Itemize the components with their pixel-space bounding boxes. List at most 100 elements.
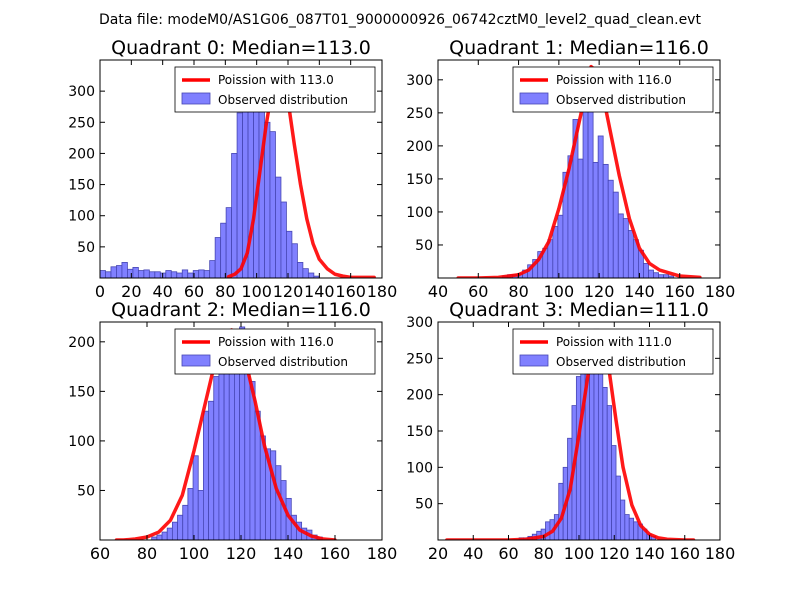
histogram-bar bbox=[197, 490, 204, 540]
histogram-bar bbox=[137, 270, 145, 278]
histogram-bar bbox=[182, 504, 189, 540]
legend-curve-label: Poission with 116.0 bbox=[218, 335, 334, 349]
histogram-bar bbox=[176, 272, 183, 278]
histogram-bar bbox=[181, 269, 189, 278]
histogram-bar bbox=[617, 213, 624, 278]
histogram-bar bbox=[218, 371, 225, 540]
histogram-bar bbox=[170, 271, 178, 278]
histogram-bar bbox=[615, 475, 621, 540]
histogram-bar bbox=[582, 95, 589, 278]
histogram-bar bbox=[161, 531, 168, 540]
subplot-quadrant-2: 60 80 100 120 140 160 180 50 100 150 200 Quadrant 2… bbox=[68, 299, 397, 563]
x-tick-label: 20 bbox=[428, 544, 448, 563]
y-tick-label: 300 bbox=[68, 84, 95, 100]
x-tick-label: 160 bbox=[664, 282, 695, 301]
x-tick-label: 0 bbox=[95, 282, 105, 301]
subplot-quadrant-3: 20 40 60 80 100 120 140 160 18050100150200250300… bbox=[406, 299, 735, 563]
histogram-bar bbox=[602, 386, 608, 540]
x-tick-label: 160 bbox=[320, 544, 351, 563]
legend: Poission with 111.0 Observed distribution bbox=[512, 328, 714, 375]
x-tick-label: 80 bbox=[137, 544, 157, 563]
axes-frame bbox=[99, 59, 383, 279]
y-tick-label: 150 bbox=[406, 172, 433, 188]
y-tick-label: 50 bbox=[77, 483, 95, 499]
y-tick-label: 150 bbox=[68, 384, 95, 400]
histogram-bar bbox=[280, 201, 287, 278]
x-tick-label: 60 bbox=[468, 282, 488, 301]
y-tick-label: 300 bbox=[406, 315, 433, 331]
histogram-bar bbox=[132, 267, 139, 278]
histogram-bar bbox=[236, 112, 243, 278]
histogram-bar bbox=[602, 163, 609, 278]
histogram-bar bbox=[580, 357, 586, 540]
histogram-bar bbox=[100, 270, 106, 278]
histogram-bar bbox=[192, 455, 199, 540]
histogram-bar bbox=[148, 271, 156, 278]
subplot-quadrant-1: 40 60 80 100 120 140 160 180 50 100 150 200 250 300 Qu… bbox=[406, 37, 735, 301]
histogram-bar bbox=[116, 265, 123, 278]
legend-bar-swatch bbox=[181, 92, 211, 105]
histogram-bar bbox=[166, 527, 173, 540]
histogram-bar bbox=[624, 514, 630, 540]
x-tick-label: 100 bbox=[544, 282, 575, 301]
histogram-bar bbox=[597, 365, 604, 540]
histogram-bar bbox=[208, 400, 215, 540]
y-tick-label: 50 bbox=[77, 240, 95, 256]
x-tick-label: 160 bbox=[669, 544, 700, 563]
x-tick-label: 140 bbox=[624, 282, 655, 301]
x-tick-label: 120 bbox=[599, 544, 630, 563]
x-tick-label: 40 bbox=[152, 282, 172, 301]
y-tick-label: 100 bbox=[406, 460, 433, 476]
x-tick-label: 120 bbox=[226, 544, 257, 563]
x-tick-label: 140 bbox=[273, 544, 304, 563]
histogram-bar bbox=[187, 272, 194, 278]
subplot-quadrant-0: 0 20 40 60 80 100 120 140 160 1805010015020025030… bbox=[68, 37, 397, 301]
x-tick-label: 20 bbox=[121, 282, 141, 301]
y-tick-label: 250 bbox=[406, 351, 433, 367]
legend: Poission with 113.0 Observed distribution bbox=[174, 66, 376, 113]
histogram-bar bbox=[628, 517, 635, 540]
y-tick-label: 100 bbox=[68, 434, 95, 450]
subplot-title: Quadrant 0: Median=113.0 bbox=[111, 37, 371, 59]
histogram-bar bbox=[143, 269, 150, 278]
histogram-bar bbox=[223, 356, 230, 540]
histogram-bar bbox=[225, 207, 232, 278]
histogram-bar bbox=[275, 465, 282, 540]
y-tick-label: 250 bbox=[68, 115, 95, 131]
y-tick-label: 300 bbox=[406, 73, 433, 89]
plot-area bbox=[114, 326, 337, 540]
histogram-bar bbox=[156, 534, 163, 540]
plot-area bbox=[456, 64, 702, 278]
histogram-bar bbox=[214, 237, 222, 278]
legend-bar-label: Observed distribution bbox=[556, 93, 686, 107]
histogram-bar bbox=[270, 450, 277, 540]
legend: Poission with 116.0 Observed distribution bbox=[512, 66, 714, 113]
histogram-bar bbox=[643, 263, 649, 278]
histogram-bar bbox=[557, 214, 564, 278]
x-tick-label: 180 bbox=[705, 282, 736, 301]
histogram-bar bbox=[648, 269, 654, 278]
x-tick-label: 80 bbox=[508, 282, 528, 301]
histogram-bar bbox=[228, 351, 235, 540]
y-tick-label: 50 bbox=[415, 238, 433, 254]
histogram-bar bbox=[612, 191, 619, 278]
y-tick-label: 150 bbox=[406, 424, 433, 440]
x-tick-label: 60 bbox=[184, 282, 204, 301]
histogram-bar bbox=[622, 218, 629, 278]
legend: Poission with 116.0 Observed distribution bbox=[174, 328, 376, 375]
histogram-bar bbox=[154, 271, 161, 278]
histogram-bar bbox=[105, 271, 112, 278]
histogram-bar bbox=[213, 376, 220, 540]
legend-curve-label: Poission with 116.0 bbox=[556, 73, 672, 87]
y-tick-label: 250 bbox=[406, 106, 433, 122]
histogram-bar bbox=[633, 521, 639, 540]
histogram-bar bbox=[307, 272, 315, 278]
legend-curve-label: Poission with 111.0 bbox=[556, 335, 672, 349]
x-tick-label: 60 bbox=[498, 544, 518, 563]
legend-frame bbox=[174, 66, 376, 113]
y-tick-label: 50 bbox=[415, 497, 433, 513]
histogram-bar bbox=[187, 488, 194, 540]
y-tick-label: 200 bbox=[406, 139, 433, 155]
histogram-bar bbox=[127, 268, 134, 278]
